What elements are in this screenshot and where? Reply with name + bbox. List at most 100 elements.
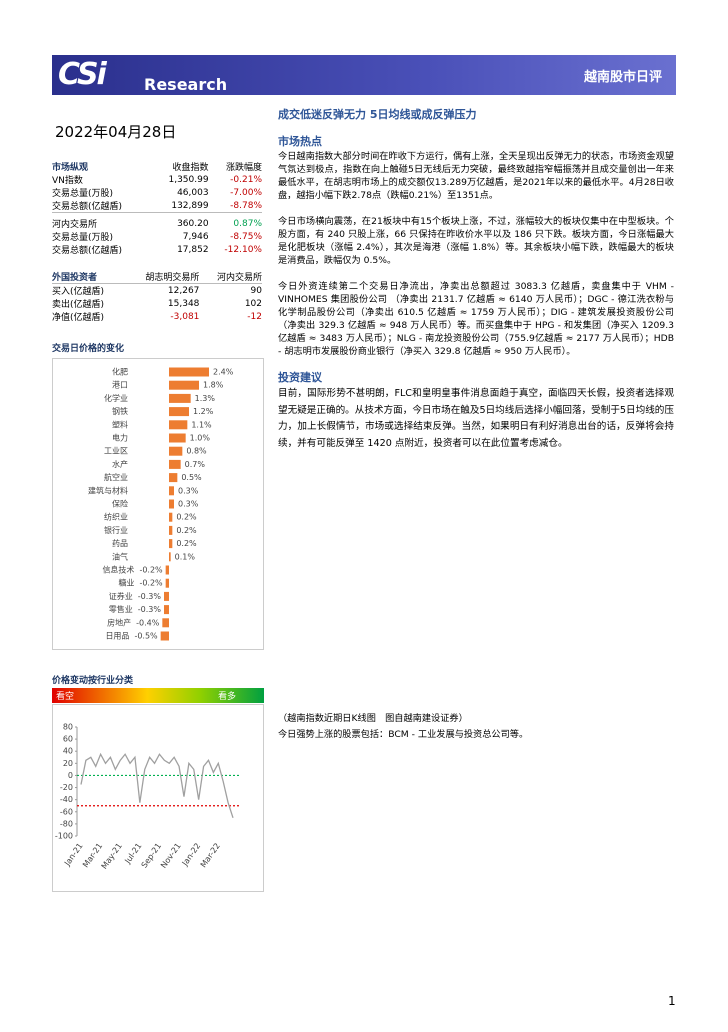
y-tick-label: -20 [60, 783, 73, 792]
category-label: 航空业 [104, 472, 128, 482]
value-label: 0.1% [175, 552, 196, 561]
caption: （越南指数近期日K线图 图自越南建设证券） [278, 713, 468, 724]
y-tick-label: 40 [63, 747, 73, 756]
value-label: 1.8% [203, 381, 224, 390]
bar [169, 393, 191, 403]
cell: 360.20 [151, 212, 209, 230]
y-tick-label: -60 [60, 807, 73, 816]
bar [169, 380, 199, 390]
cell: 收盘指数 [172, 163, 209, 173]
page-number: 1 [668, 994, 676, 1008]
cell: 17,852 [177, 244, 209, 255]
value-label: 0.3% [178, 500, 199, 509]
section-heading: 市场热点 [278, 135, 322, 148]
report-title: 越南股市日评 [583, 70, 662, 85]
cell: 河内交易所 [216, 273, 262, 283]
bar [169, 525, 173, 535]
y-tick-label: 80 [63, 723, 73, 732]
cell: 交易总量(万股) [52, 233, 114, 243]
bar [165, 565, 169, 575]
category-label: 化学业 [104, 393, 128, 403]
y-tick-label: 20 [63, 759, 73, 768]
bar [160, 631, 169, 641]
chart-title: 价格变动按行业分类 [52, 676, 134, 686]
value-label: 2.4% [213, 368, 234, 377]
cell: 河内交易所 [52, 212, 152, 230]
article: 成交低迷反弹无力 5日均线或成反弹压力 市场热点 今日越南指数大部分时间在昨收下… [278, 108, 674, 465]
cell: 卖出(亿越盾) [52, 300, 105, 310]
category-label: 化肥 [112, 367, 128, 377]
scale-label: 看多 [217, 692, 236, 702]
value-label: 0.8% [186, 447, 207, 456]
cell: 132,899 [171, 200, 209, 211]
bar-chart: 2.4% 化肥 1.8% 港口 1.3% 化学业 1.2% 钢铁 1.1% 塑料 1.0% 电力 0.8… [52, 358, 264, 650]
cell: -7.00% [230, 187, 262, 198]
bar [169, 420, 188, 430]
bar [169, 486, 174, 496]
bar [169, 459, 181, 469]
x-tick-label: May-21 [100, 841, 124, 870]
cell: 1,350.99 [168, 174, 209, 185]
bar [169, 552, 171, 562]
value-label: 0.3% [178, 486, 199, 495]
cell: -12.10% [224, 244, 262, 255]
cell: 外国投资者 [52, 273, 98, 283]
paragraph: 今日市场横向震荡，在21板块中有15个板块上涨，不过，涨幅较大的板块仅集中在中型… [278, 216, 674, 266]
value-label: 1.0% [190, 434, 211, 443]
bar [169, 407, 189, 417]
cell: 买入(亿越盾) [52, 283, 125, 297]
x-tick-label: Nov-21 [159, 841, 183, 869]
cell: -0.21% [230, 174, 262, 185]
category-label: 水产 [112, 459, 128, 469]
cell: 0.87% [208, 212, 262, 230]
cell: 46,003 [177, 187, 209, 198]
bar [169, 473, 178, 483]
article-title: 成交低迷反弹无力 5日均线或成反弹压力 [278, 108, 477, 121]
market-table: 市场纵观 收盘指数 涨跌幅度 VN指数 1,350.99 -0.21% 交易总量(万股)… [52, 160, 262, 256]
category-label: 日用品 [105, 632, 129, 641]
paragraph: 今日越南指数大部分时间在昨收下方运行，偶有上涨，全天呈现出反弹无力的状态，市场资… [278, 151, 674, 201]
cell: 90 [199, 283, 262, 297]
value-label: -0.3% [138, 605, 162, 614]
y-tick-label: 60 [63, 735, 73, 744]
foreign-table: 外国投资者 胡志明交易所 河内交易所 买入(亿越盾) 12,267 90 卖出(亿越盾)… [52, 270, 262, 323]
cell: 交易总量(万股) [52, 189, 114, 199]
paragraph: 目前，国际形势不甚明朗，FLC和皇明皇事件消息面趋于真空，面临四天长假，投资者选… [278, 388, 674, 449]
chart-title: 交易日价格的变化 [52, 344, 125, 354]
category-label: 工业区 [104, 446, 128, 456]
category-label: 银行业 [104, 525, 128, 535]
bar [169, 499, 174, 509]
category-label: 港口 [112, 380, 128, 390]
category-label: 零售业 [109, 604, 133, 614]
category-label: 塑料 [112, 419, 128, 429]
value-label: 0.2% [176, 526, 197, 535]
category-label: 房地产 [107, 617, 131, 627]
value-label: 1.1% [191, 420, 212, 429]
category-label: 药品 [112, 538, 128, 548]
cell: 交易总额(亿越盾) [52, 246, 123, 256]
brand: Research [144, 75, 228, 94]
y-tick-label: -100 [55, 832, 73, 841]
x-tick-label: Mar-22 [199, 841, 222, 869]
category-label: 纺织业 [104, 512, 128, 522]
value-label: 1.3% [195, 394, 216, 403]
cell: 12,267 [124, 283, 200, 297]
value-label: 0.2% [176, 539, 197, 548]
bar [169, 512, 173, 522]
paragraph: 今日外资连续第二个交易日净流出，净卖出总额超过 3083.3 亿越盾，卖盘集中于… [278, 281, 674, 357]
cell: -8.75% [230, 231, 262, 242]
cell: 15,348 [167, 298, 200, 309]
value-label: -0.5% [134, 632, 158, 641]
section-heading: 投资建议 [278, 371, 322, 384]
bar [169, 446, 183, 456]
header-banner: CSi Research 越南股市日评 [52, 55, 676, 95]
bar [165, 578, 169, 588]
category-label: 信息技术 [102, 565, 134, 575]
category-label: 保险 [112, 499, 128, 509]
value-label: -0.2% [139, 566, 163, 575]
paragraph: 今日强势上涨的股票包括：BCM - 工业发展与投资总公司等。 [278, 729, 529, 740]
value-label: 0.7% [185, 460, 206, 469]
cell: 交易总额(亿越盾) [52, 202, 123, 212]
index-line [80, 752, 234, 819]
y-tick-label: -40 [60, 795, 73, 804]
